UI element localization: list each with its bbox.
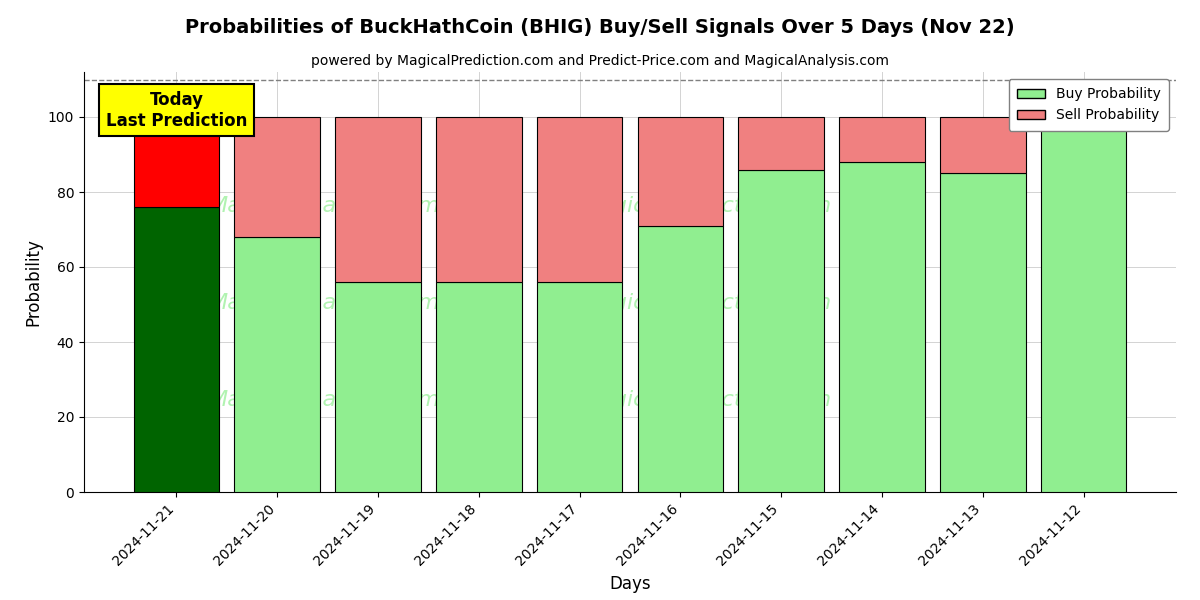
Bar [637,117,724,226]
Bar [536,282,623,492]
Text: MagicalPrediction.com: MagicalPrediction.com [581,389,832,410]
Bar [234,237,320,492]
Legend: Buy Probability, Sell Probability: Buy Probability, Sell Probability [1009,79,1169,131]
Text: MagicalPrediction.com: MagicalPrediction.com [581,196,832,217]
Text: MagicalAnalysis.com: MagicalAnalysis.com [209,196,440,217]
Bar [335,117,421,282]
Text: Today
Last Prediction: Today Last Prediction [106,91,247,130]
Text: Probabilities of BuckHathCoin (BHIG) Buy/Sell Signals Over 5 Days (Nov 22): Probabilities of BuckHathCoin (BHIG) Buy… [185,18,1015,37]
Bar [335,282,421,492]
X-axis label: Days: Days [610,575,650,593]
Bar [839,162,925,492]
Bar [133,117,220,207]
Bar [436,282,522,492]
Text: MagicalAnalysis.com: MagicalAnalysis.com [209,293,440,313]
Bar [940,117,1026,173]
Bar [536,117,623,282]
Y-axis label: Probability: Probability [24,238,42,326]
Bar [839,117,925,162]
Text: powered by MagicalPrediction.com and Predict-Price.com and MagicalAnalysis.com: powered by MagicalPrediction.com and Pre… [311,54,889,68]
Bar [738,117,824,169]
Bar [1040,117,1127,492]
Bar [234,117,320,237]
Text: MagicalAnalysis.com: MagicalAnalysis.com [209,389,440,410]
Bar [738,169,824,492]
Text: MagicalPrediction.com: MagicalPrediction.com [581,293,832,313]
Bar [940,173,1026,492]
Bar [436,117,522,282]
Bar [133,207,220,492]
Bar [637,226,724,492]
